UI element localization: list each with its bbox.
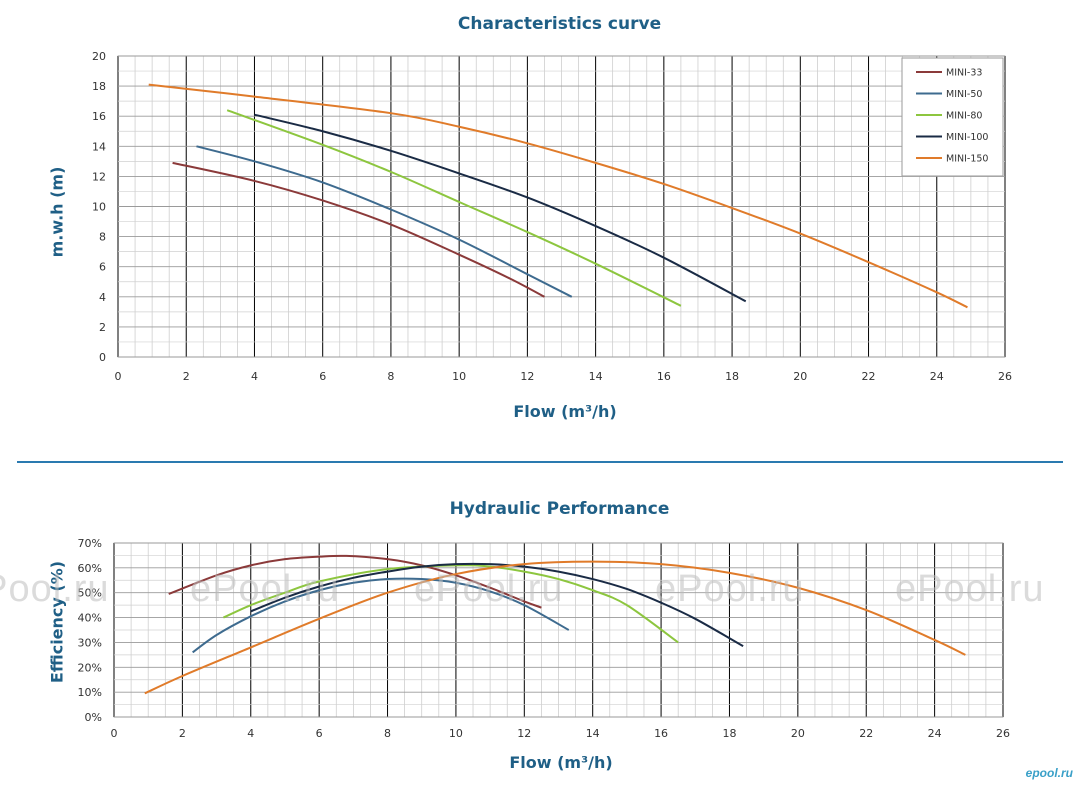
x-tick-label: 0 (111, 727, 118, 740)
x-tick-label: 18 (725, 370, 739, 383)
x-tick-label: 24 (928, 727, 942, 740)
x-tick-label: 8 (387, 370, 394, 383)
y-tick-label: 0 (99, 351, 106, 364)
x-tick-label: 22 (859, 727, 873, 740)
x-tick-label: 8 (384, 727, 391, 740)
series-line (144, 560, 966, 695)
y-tick-label: 20 (92, 50, 106, 63)
y-tick-label: 8 (99, 231, 106, 244)
x-tick-label: 2 (179, 727, 186, 740)
y-tick-label: 10 (92, 201, 106, 214)
legend-label: MINI-33 (946, 68, 982, 79)
series-line (223, 564, 679, 644)
y-tick-label: 16 (92, 110, 106, 123)
series-line (172, 161, 545, 298)
x-tick-label: 4 (247, 727, 254, 740)
x-axis-label-flow-top: Flow (m³/h) (513, 402, 617, 421)
x-tick-label: 6 (319, 370, 326, 383)
legend-label: MINI-80 (946, 111, 982, 122)
x-tick-label: 14 (586, 727, 600, 740)
x-tick-label: 22 (862, 370, 876, 383)
y-tick-label: 12 (92, 170, 106, 183)
legend-label: MINI-50 (946, 89, 982, 100)
watermark: ePool.ru (190, 568, 340, 610)
x-tick-label: 14 (589, 370, 603, 383)
chart-title-characteristics: Characteristics curve (457, 14, 662, 34)
x-tick-label: 16 (657, 370, 671, 383)
y-tick-label: 40% (78, 612, 102, 625)
y-tick-label: 6 (99, 261, 106, 274)
x-tick-label: 10 (449, 727, 463, 740)
y-tick-label: 30% (78, 636, 102, 649)
x-tick-label: 26 (998, 370, 1012, 383)
legend-label: MINI-100 (946, 132, 988, 143)
series-line (192, 577, 570, 654)
watermark: ePool.ru (0, 568, 110, 610)
series-line (168, 554, 542, 609)
watermark: ePool.ru (655, 568, 805, 610)
x-tick-label: 18 (722, 727, 736, 740)
y-tick-label: 50% (78, 587, 102, 600)
x-tick-label: 10 (452, 370, 466, 383)
watermark: ePool.ru (895, 568, 1045, 610)
legend-label: MINI-150 (946, 154, 988, 165)
y-tick-label: 0% (85, 711, 102, 724)
y-tick-label: 20% (78, 661, 102, 674)
y-tick-label: 4 (99, 291, 106, 304)
x-tick-label: 4 (251, 370, 258, 383)
series-line (254, 113, 747, 303)
y-tick-label: 2 (99, 321, 106, 334)
y-tick-label: 18 (92, 80, 106, 93)
y-tick-label: 60% (78, 562, 102, 575)
x-tick-label: 20 (791, 727, 805, 740)
x-tick-label: 0 (115, 370, 122, 383)
legend-box (901, 57, 1004, 177)
x-tick-label: 12 (520, 370, 534, 383)
y-tick-label: 10% (78, 686, 102, 699)
watermark: ePool.ru (414, 568, 564, 610)
chart-title-hydraulic: Hydraulic Performance (449, 499, 670, 519)
brand-logo: epool.ru (1025, 766, 1073, 780)
section-divider (17, 461, 1063, 463)
x-tick-label: 26 (996, 727, 1010, 740)
x-axis-label-flow-bottom: Flow (m³/h) (509, 753, 613, 772)
x-tick-label: 20 (793, 370, 807, 383)
x-tick-label: 12 (517, 727, 531, 740)
series-line (148, 83, 968, 309)
x-tick-label: 24 (930, 370, 944, 383)
x-tick-label: 6 (316, 727, 323, 740)
y-tick-label: 14 (92, 140, 106, 153)
y-tick-label: 70% (78, 537, 102, 550)
x-tick-label: 16 (654, 727, 668, 740)
series-line (196, 145, 573, 298)
x-tick-label: 2 (183, 370, 190, 383)
series-line (226, 109, 682, 307)
series-line (250, 562, 744, 648)
